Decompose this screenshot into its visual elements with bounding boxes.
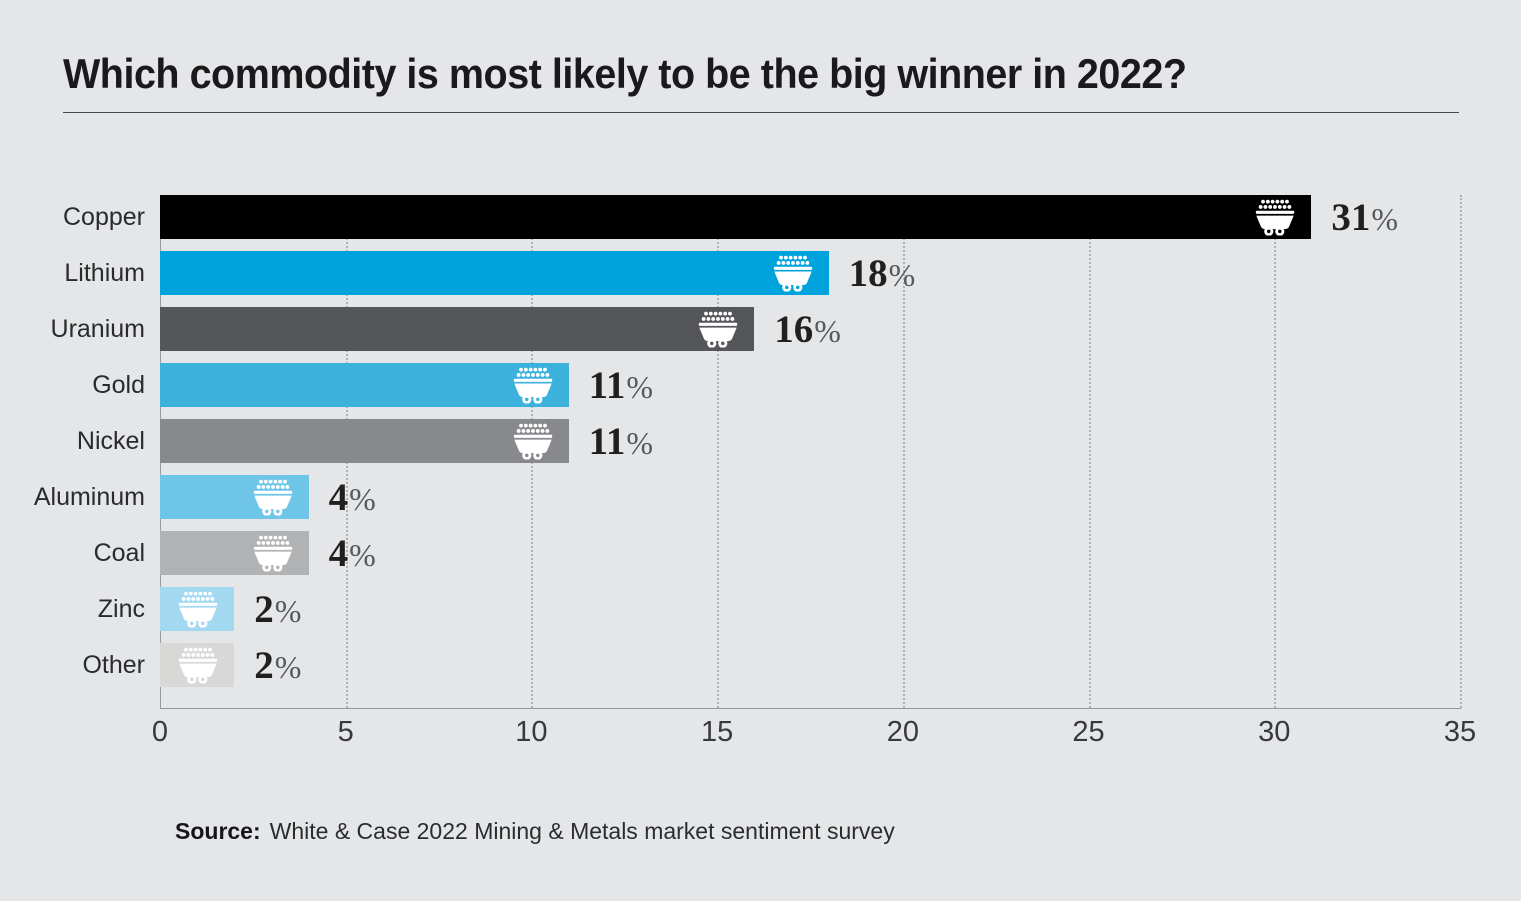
x-tick-label: 0 <box>151 716 169 748</box>
value-number: 16 <box>774 308 814 351</box>
category-label: Aluminum <box>33 483 145 511</box>
bar <box>160 195 1312 239</box>
value-number: 4 <box>328 532 349 575</box>
gridline <box>1274 195 1277 708</box>
title-divider <box>63 112 1459 113</box>
percent-sign: % <box>626 369 654 405</box>
gridline <box>902 195 905 708</box>
source-text: White & Case 2022 Mining & Metals market… <box>269 818 895 844</box>
bar-row: Gold 11% <box>0 363 1521 407</box>
mine-cart-icon <box>1256 199 1295 236</box>
bar <box>160 251 829 295</box>
mine-cart-icon <box>513 423 552 460</box>
value-number: 31 <box>1331 196 1371 239</box>
bar-row: Aluminum 4% <box>0 475 1521 519</box>
category-label: Uranium <box>50 315 145 343</box>
mine-cart-icon <box>699 311 738 348</box>
percent-sign: % <box>626 425 654 461</box>
value-label: 31% <box>1331 195 1398 239</box>
source-label: Source: <box>175 818 261 844</box>
mine-cart-icon <box>253 535 292 572</box>
value-label: 2% <box>254 643 301 687</box>
percent-sign: % <box>1371 201 1399 237</box>
bar-row: Nickel 11% <box>0 419 1521 463</box>
category-label: Zinc <box>97 595 145 623</box>
category-label: Lithium <box>64 259 145 287</box>
bar <box>160 475 309 519</box>
mine-cart-icon <box>179 647 218 684</box>
value-number: 11 <box>588 420 626 463</box>
bar <box>160 643 235 687</box>
value-label: 11% <box>589 419 654 463</box>
x-tick-label: 35 <box>1443 716 1477 748</box>
percent-sign: % <box>888 257 916 293</box>
value-label: 4% <box>329 531 376 575</box>
bar-row: Coal 4% <box>0 531 1521 575</box>
source-line: Source: White & Case 2022 Mining & Metals… <box>175 818 895 845</box>
value-number: 2 <box>254 588 274 631</box>
bar <box>160 363 569 407</box>
bar <box>160 587 235 631</box>
category-label: Other <box>82 651 145 679</box>
percent-sign: % <box>814 313 841 349</box>
x-tick-label: 10 <box>515 716 548 748</box>
percent-sign: % <box>349 537 376 573</box>
chart-title: Which commodity is most likely to be the… <box>63 50 1187 97</box>
value-label: 11% <box>589 363 654 407</box>
x-tick-label: 20 <box>886 716 919 748</box>
bar-row: Other 2% <box>0 643 1521 687</box>
x-tick-label: 5 <box>337 716 354 748</box>
gridline <box>717 195 720 708</box>
bar-row: Copper 31% <box>0 195 1521 239</box>
bar-row: Zinc 2% <box>0 587 1521 631</box>
value-label: 18% <box>849 251 916 295</box>
mine-cart-icon <box>773 255 812 292</box>
category-label: Gold <box>92 371 145 399</box>
category-label: Nickel <box>76 427 145 455</box>
bar <box>160 531 309 575</box>
value-label: 4% <box>329 475 376 519</box>
x-tick-label: 25 <box>1072 716 1105 748</box>
value-label: 2% <box>254 587 301 631</box>
mine-cart-icon <box>253 479 292 516</box>
value-number: 11 <box>588 364 626 407</box>
category-label: Copper <box>63 203 145 231</box>
x-tick-label: 15 <box>701 716 734 748</box>
bar-row: Uranium 16% <box>0 307 1521 351</box>
bar <box>160 419 569 463</box>
mine-cart-icon <box>179 591 218 628</box>
percent-sign: % <box>274 649 302 685</box>
percent-sign: % <box>274 593 302 629</box>
value-number: 18 <box>848 252 888 295</box>
category-label: Coal <box>93 539 145 567</box>
mine-cart-icon <box>513 367 552 404</box>
percent-sign: % <box>349 481 376 517</box>
gridline <box>1088 195 1091 708</box>
value-number: 2 <box>254 644 274 687</box>
gridline <box>1460 195 1462 708</box>
x-tick-label: 30 <box>1258 716 1291 748</box>
value-number: 4 <box>328 476 349 519</box>
bar <box>160 307 755 351</box>
bar-row: Lithium 18% <box>0 251 1521 295</box>
value-label: 16% <box>774 307 841 351</box>
